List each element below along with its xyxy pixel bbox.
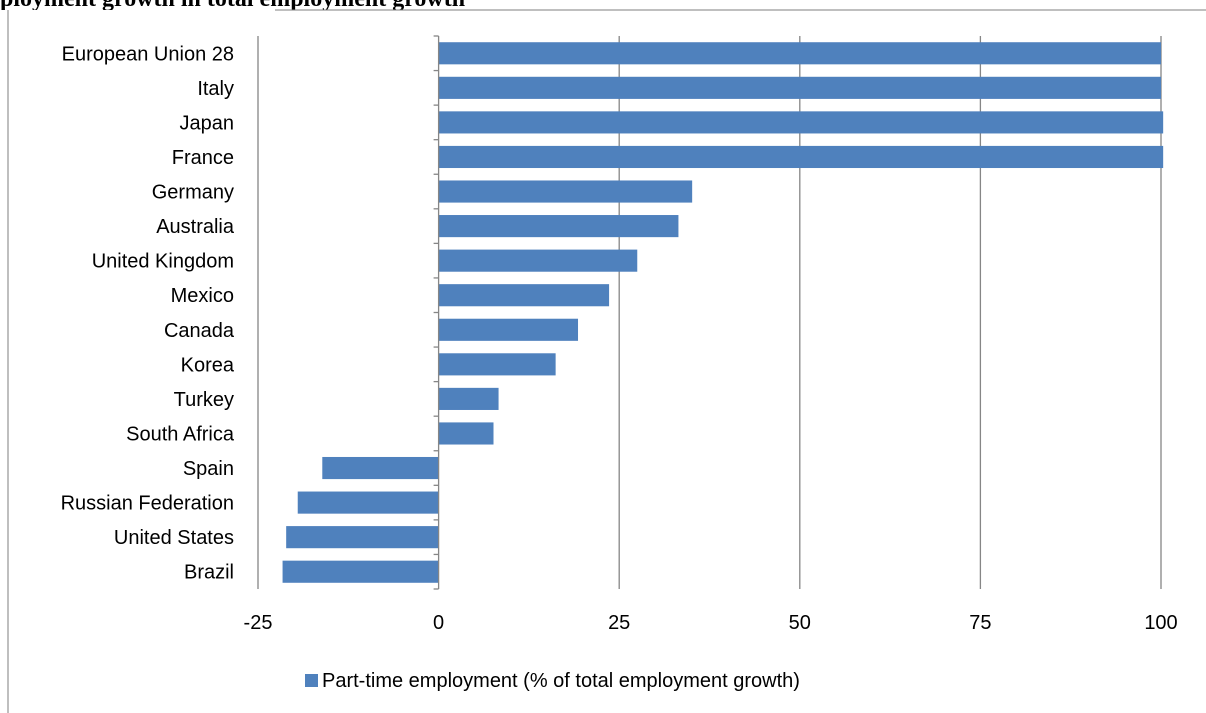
category-label-4: Germany	[152, 182, 234, 204]
bar-6	[438, 249, 638, 272]
category-label-3: France	[172, 147, 234, 169]
bar-2	[438, 111, 1164, 134]
x-tick-label-1: 0	[433, 612, 444, 634]
bar-5	[438, 215, 679, 238]
bar-11	[438, 422, 494, 445]
x-tick-label-4: 75	[969, 612, 991, 634]
bar-4	[438, 180, 693, 203]
category-label-15: Brazil	[184, 562, 234, 584]
legend: Part-time employment (% of total employm…	[305, 670, 800, 692]
category-labels: European Union 28 Italy Japan France Germany…	[61, 43, 235, 583]
bar-1	[438, 76, 1162, 99]
category-label-6: United Kingdom	[92, 251, 234, 273]
x-tick-labels: -25 0 25 50 75 100	[244, 612, 1178, 634]
category-label-5: Australia	[156, 216, 235, 238]
category-label-0: European Union 28	[62, 43, 234, 65]
category-label-11: South Africa	[126, 423, 235, 445]
legend-label: Part-time employment (% of total employm…	[322, 670, 800, 692]
category-label-2: Japan	[180, 112, 235, 134]
bar-10	[438, 387, 499, 410]
legend-swatch	[305, 674, 318, 687]
category-label-10: Turkey	[174, 389, 234, 411]
bar-12	[322, 456, 439, 480]
x-tick-label-0: -25	[244, 612, 273, 634]
bar-15	[282, 560, 439, 583]
bar-13	[297, 491, 439, 514]
category-label-14: United States	[114, 527, 234, 549]
bars	[282, 42, 1164, 583]
bar-9	[438, 353, 556, 376]
bar-0	[438, 42, 1162, 65]
category-label-13: Russian Federation	[61, 493, 234, 515]
axes	[257, 35, 440, 590]
x-tick-label-2: 25	[608, 612, 630, 634]
category-label-9: Korea	[181, 354, 235, 376]
x-tick-label-5: 100	[1144, 612, 1177, 634]
bar-8	[438, 318, 579, 341]
category-label-12: Spain	[183, 458, 234, 480]
bar-7	[438, 284, 610, 307]
category-label-8: Canada	[164, 320, 235, 342]
bar-14	[286, 526, 439, 549]
category-label-7: Mexico	[171, 285, 234, 307]
chart-title-fragment: ployment growth in total employment grow…	[0, 0, 1206, 10]
x-tick-label-3: 50	[789, 612, 811, 634]
bar-3	[438, 145, 1164, 169]
category-label-1: Italy	[197, 78, 234, 100]
